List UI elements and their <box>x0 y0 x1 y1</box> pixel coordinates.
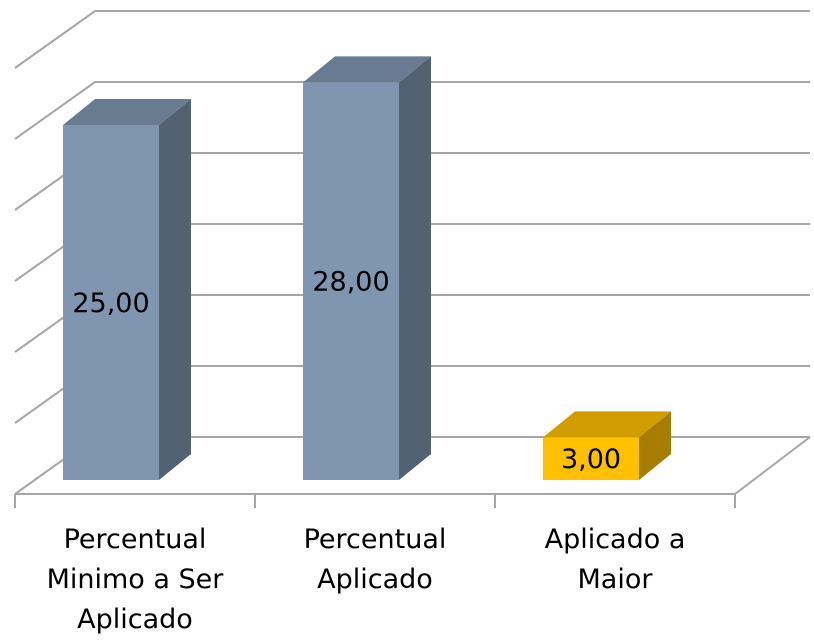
data-label: 28,00 <box>312 267 389 298</box>
x-tick-label: Percentual Minimo a Ser Aplicado <box>46 524 224 635</box>
bar-side <box>159 99 191 480</box>
bar <box>543 411 671 480</box>
grid-line <box>14 10 810 69</box>
data-label: 25,00 <box>72 288 149 319</box>
grid-line <box>14 81 810 140</box>
bar-front <box>63 125 159 480</box>
bar-top <box>63 99 191 125</box>
bar-side <box>639 411 671 480</box>
bar <box>303 56 431 481</box>
bar-top <box>303 56 431 83</box>
x-tick-label: Percentual Aplicado <box>303 524 447 595</box>
data-label: 3,00 <box>561 444 621 475</box>
bar-front <box>543 437 639 480</box>
bar-top <box>543 411 671 438</box>
bar-side <box>399 56 431 481</box>
bar <box>63 99 191 480</box>
x-tick-label: Aplicado a Maior <box>544 524 686 595</box>
bar-front <box>303 82 399 481</box>
